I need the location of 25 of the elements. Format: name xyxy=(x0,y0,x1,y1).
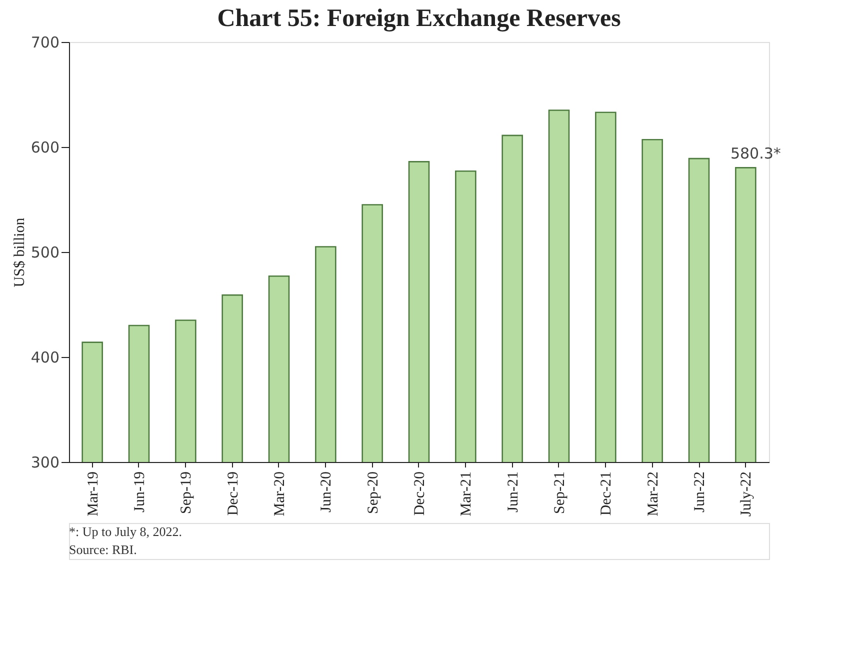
x-tick-label: Sep-20 xyxy=(365,472,382,514)
y-tick-label: 300 xyxy=(30,454,60,472)
x-tick-label: Mar-19 xyxy=(85,472,102,516)
y-tick-label: 500 xyxy=(30,244,60,262)
x-tick-label: July-22 xyxy=(738,472,755,516)
data-label: 580.3* xyxy=(730,144,782,163)
text: *: Up to July 8, 2022. xyxy=(69,524,182,539)
x-tick-label: Sep-19 xyxy=(178,472,195,514)
x-tick-label: Sep-21 xyxy=(552,472,568,514)
x-tick-label: Mar-21 xyxy=(458,472,475,516)
chart-title: Chart 55: Foreign Exchange Reserves xyxy=(217,5,622,32)
y-tick-label: 600 xyxy=(30,138,60,156)
source-note: Source: RBI. xyxy=(69,542,137,557)
y-axis-title: US$ billion xyxy=(12,217,28,288)
x-tick-label: Dec-21 xyxy=(598,472,615,516)
y-tick-label: 700 xyxy=(30,34,60,52)
x-tick-label: Dec-19 xyxy=(225,472,242,516)
x-tick-label: Jun-21 xyxy=(505,472,522,512)
y-tick-label: 400 xyxy=(30,348,60,366)
x-tick-label: Jun-22 xyxy=(692,472,708,512)
x-tick-label: Mar-20 xyxy=(272,472,288,516)
x-tick-label: Mar-22 xyxy=(645,472,662,516)
x-tick-label: Jun-19 xyxy=(132,472,148,512)
x-tick-label: Jun-20 xyxy=(318,472,335,512)
x-tick-label: Dec-20 xyxy=(412,472,428,516)
